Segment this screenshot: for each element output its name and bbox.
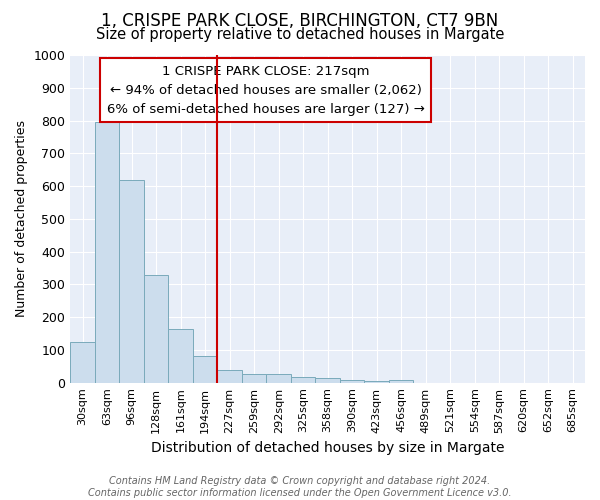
Bar [340,380,364,382]
Bar [316,378,340,382]
Text: Size of property relative to detached houses in Margate: Size of property relative to detached ho… [96,28,504,42]
Bar [119,180,144,382]
Bar [70,342,95,382]
Text: 1, CRISPE PARK CLOSE, BIRCHINGTON, CT7 9BN: 1, CRISPE PARK CLOSE, BIRCHINGTON, CT7 9… [101,12,499,30]
Bar [242,374,266,382]
Text: Contains HM Land Registry data © Crown copyright and database right 2024.
Contai: Contains HM Land Registry data © Crown c… [88,476,512,498]
Bar [144,274,169,382]
Bar [291,377,316,382]
Bar [364,381,389,382]
Bar [193,356,217,382]
Bar [95,122,119,382]
Bar [217,370,242,382]
Bar [266,374,291,382]
X-axis label: Distribution of detached houses by size in Margate: Distribution of detached houses by size … [151,441,505,455]
Bar [169,330,193,382]
Text: 1 CRISPE PARK CLOSE: 217sqm
← 94% of detached houses are smaller (2,062)
6% of s: 1 CRISPE PARK CLOSE: 217sqm ← 94% of det… [107,65,425,116]
Bar [389,380,413,382]
Y-axis label: Number of detached properties: Number of detached properties [15,120,28,318]
